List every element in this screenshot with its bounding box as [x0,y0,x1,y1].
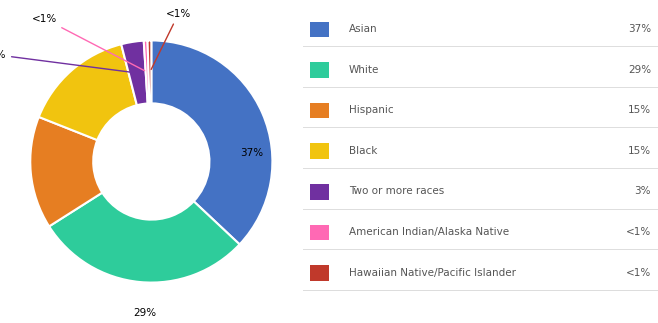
Text: White: White [349,65,379,75]
Wedge shape [49,193,240,283]
FancyBboxPatch shape [310,265,330,281]
Text: 15%: 15% [628,105,651,115]
Text: Two or more races: Two or more races [349,186,444,196]
Wedge shape [151,40,272,245]
FancyBboxPatch shape [310,225,330,240]
Text: Hawaiian Native/Pacific Islander: Hawaiian Native/Pacific Islander [349,268,516,278]
Text: <1%: <1% [626,227,651,237]
Text: 37%: 37% [240,148,263,158]
Text: 15%: 15% [628,146,651,156]
Wedge shape [143,40,149,103]
Text: <1%: <1% [32,14,145,71]
FancyBboxPatch shape [310,143,330,159]
Text: <1%: <1% [151,9,191,69]
FancyBboxPatch shape [310,103,330,118]
Text: 29%: 29% [628,65,651,75]
FancyBboxPatch shape [310,22,330,37]
Text: Hispanic: Hispanic [349,105,393,115]
Text: Black: Black [349,146,377,156]
FancyBboxPatch shape [310,184,330,200]
Text: 3%: 3% [0,50,135,73]
Text: 29%: 29% [134,308,157,318]
Wedge shape [121,41,147,105]
Text: Asian: Asian [349,24,378,34]
Text: 37%: 37% [628,24,651,34]
Wedge shape [147,40,151,103]
Wedge shape [30,117,102,226]
Wedge shape [39,44,137,140]
Text: <1%: <1% [626,268,651,278]
Text: American Indian/Alaska Native: American Indian/Alaska Native [349,227,509,237]
FancyBboxPatch shape [310,62,330,78]
Text: 3%: 3% [634,186,651,196]
